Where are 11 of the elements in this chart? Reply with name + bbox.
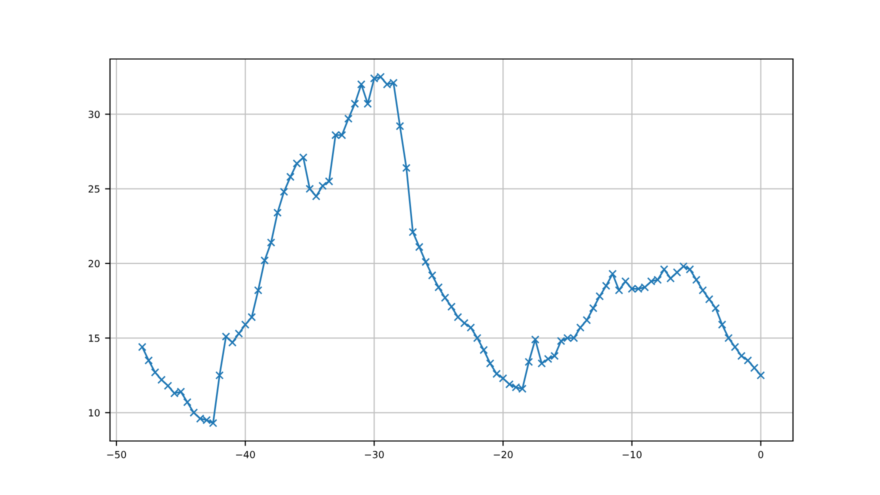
y-tick-label: 15 (88, 334, 100, 342)
x-tick-label: −10 (622, 450, 642, 458)
x-tick-label: −50 (107, 450, 126, 458)
y-tick-label: 25 (88, 185, 100, 193)
x-tick-label: 0 (758, 450, 764, 458)
y-tick-label: 20 (88, 260, 100, 268)
y-tick-label: 30 (88, 110, 100, 118)
x-tick-label: −30 (364, 450, 384, 458)
x-tick-label: −40 (236, 450, 255, 458)
y-tick-label: 10 (88, 409, 100, 416)
x-tick-label: −20 (494, 450, 513, 458)
